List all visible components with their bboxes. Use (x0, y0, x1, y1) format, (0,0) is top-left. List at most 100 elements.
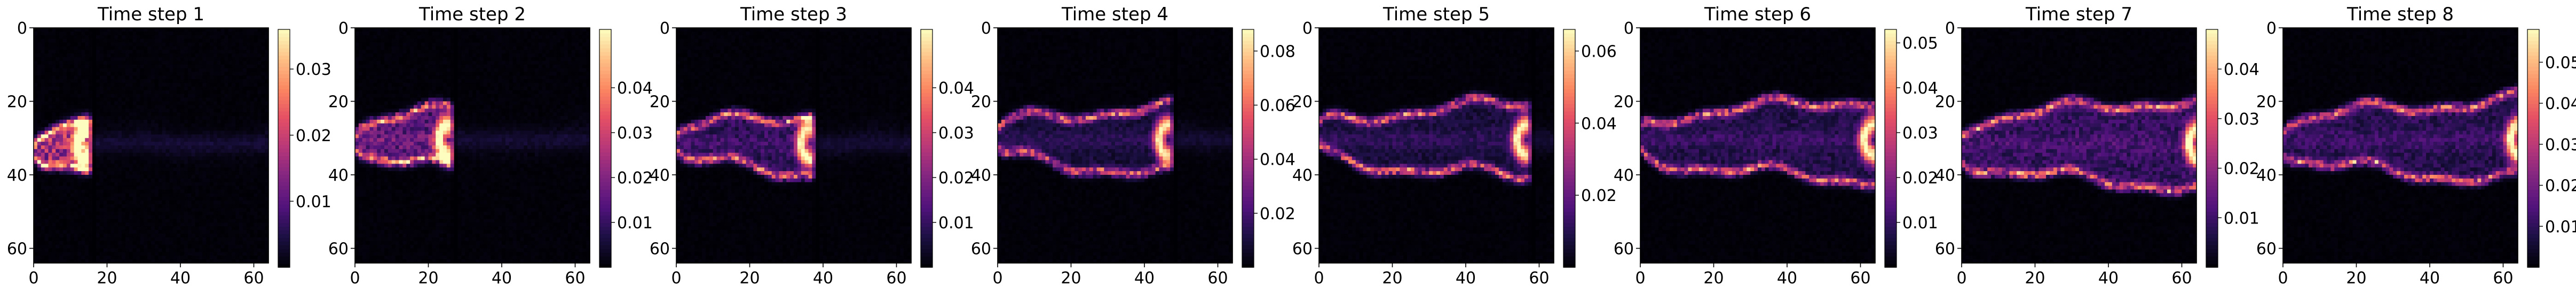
heatmap-cell (188, 256, 192, 259)
heatmap-cell (192, 145, 195, 149)
heatmap-cell (122, 222, 125, 226)
heatmap-cell (261, 127, 265, 131)
heatmap-cell (199, 87, 202, 90)
heatmap-cell (502, 61, 505, 65)
heatmap-cell (34, 215, 37, 219)
heatmap-cell (235, 160, 239, 164)
heatmap-cell (45, 105, 49, 109)
heatmap-cell (447, 43, 451, 47)
heatmap-cell (206, 245, 210, 249)
heatmap-cell (254, 138, 258, 142)
heatmap-cell (104, 200, 107, 204)
heatmap-cell (49, 105, 52, 109)
heatmap-cell (192, 46, 195, 50)
heatmap-cell (202, 68, 206, 72)
heatmap-cell (151, 105, 155, 109)
heatmap-cell (147, 171, 151, 175)
heatmap-cell (96, 186, 100, 190)
heatmap-cell (114, 83, 118, 87)
heatmap-cell (210, 226, 214, 230)
heatmap-cell (214, 208, 217, 212)
heatmap-cell (56, 46, 59, 50)
heatmap-cell (78, 245, 82, 249)
heatmap-cell (70, 61, 74, 65)
heatmap-cell (155, 127, 159, 131)
heatmap-cell (162, 102, 166, 105)
heatmap-cell (41, 237, 45, 241)
colorbar-segment (278, 85, 290, 89)
heatmap-cell (125, 35, 129, 39)
heatmap-cell (202, 175, 206, 179)
heatmap-cell (469, 65, 472, 68)
heatmap-cell (250, 212, 254, 215)
heatmap-cell (195, 153, 199, 157)
heatmap-cell (166, 241, 170, 245)
heatmap-cell (166, 116, 170, 120)
heatmap-cell (104, 237, 107, 241)
heatmap-cell (81, 87, 85, 90)
heatmap-cell (192, 149, 195, 153)
heatmap-cell (100, 226, 104, 230)
heatmap-cell (85, 234, 89, 237)
heatmap-cell (531, 28, 535, 32)
heatmap-cell (180, 46, 184, 50)
heatmap-cell (195, 57, 199, 61)
heatmap-cell (247, 112, 250, 116)
heatmap-cell (89, 102, 92, 105)
heatmap-cell (454, 43, 458, 47)
heatmap-cell (155, 87, 159, 90)
heatmap-cell (210, 83, 214, 87)
heatmap-cell (100, 39, 104, 43)
heatmap-cell (206, 175, 210, 179)
heatmap-cell (34, 79, 37, 83)
heatmap-cell (177, 65, 180, 68)
heatmap-cell (169, 116, 173, 120)
heatmap-cell (439, 46, 443, 50)
heatmap-cell (37, 186, 41, 190)
heatmap-cell (133, 230, 137, 234)
heatmap-cell (432, 68, 436, 72)
heatmap-cell (129, 256, 133, 259)
heatmap-cell (225, 105, 228, 109)
heatmap-cell (206, 35, 210, 39)
heatmap-cell (100, 160, 104, 164)
heatmap-cell (92, 204, 96, 208)
heatmap-cell (110, 215, 114, 219)
heatmap-cell (399, 65, 403, 68)
heatmap-cell (85, 212, 89, 215)
heatmap-cell (564, 46, 568, 50)
heatmap-cell (396, 61, 399, 65)
heatmap-cell (199, 120, 202, 124)
heatmap-cell (96, 179, 100, 182)
heatmap-cell (370, 57, 374, 61)
heatmap-cell (151, 35, 155, 39)
heatmap-cell (162, 204, 166, 208)
heatmap-cell (96, 153, 100, 157)
heatmap-cell (133, 197, 137, 200)
heatmap-cell (96, 182, 100, 186)
heatmap-cell (110, 39, 114, 43)
heatmap-cell (114, 79, 118, 83)
heatmap-cell (104, 102, 107, 105)
heatmap-cell (162, 179, 166, 182)
heatmap-cell (166, 204, 170, 208)
heatmap-cell (125, 237, 129, 241)
heatmap-cell (381, 65, 384, 68)
heatmap-cell (155, 241, 159, 245)
heatmap-cell (243, 39, 247, 43)
heatmap-cell (432, 65, 436, 68)
heatmap-cell (443, 72, 447, 76)
heatmap-cell (118, 61, 122, 65)
heatmap-cell (257, 79, 261, 83)
heatmap-cell (247, 182, 250, 186)
heatmap-cell (159, 105, 162, 109)
heatmap-cell (206, 65, 210, 68)
heatmap-cell (107, 215, 111, 219)
heatmap-cell (202, 134, 206, 138)
heatmap-cell (458, 68, 462, 72)
heatmap-cell (140, 204, 144, 208)
heatmap-cell (177, 134, 180, 138)
heatmap-cell (169, 160, 173, 164)
heatmap-cell (159, 190, 162, 194)
heatmap-cell (232, 252, 235, 256)
